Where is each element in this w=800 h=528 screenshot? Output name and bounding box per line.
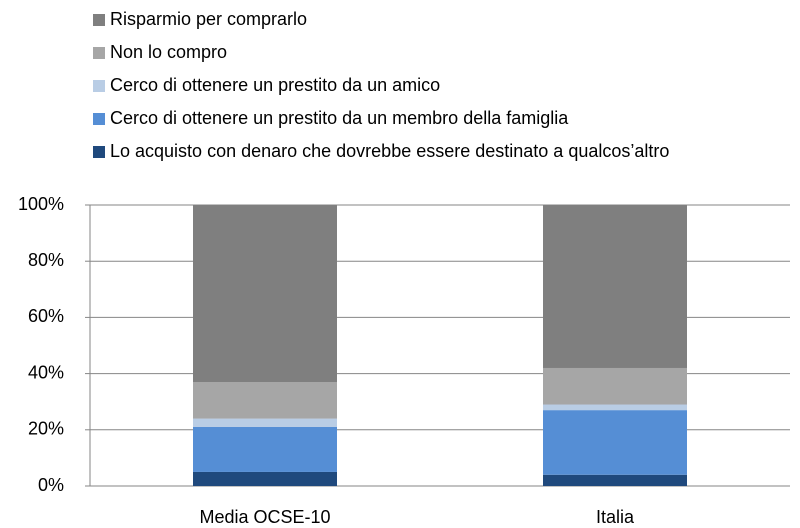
legend-swatch xyxy=(93,113,105,125)
bar-segment xyxy=(193,471,337,486)
legend-swatch xyxy=(93,14,105,26)
bar-segment xyxy=(543,205,687,368)
legend-label: Lo acquisto con denaro che dovrebbe esse… xyxy=(110,141,669,161)
y-tick-label: 80% xyxy=(28,250,64,270)
legend-label: Non lo compro xyxy=(110,42,227,62)
x-tick-label: Italia xyxy=(596,507,635,527)
legend-label: Risparmio per comprarlo xyxy=(110,9,307,29)
legend-label: Cerco di ottenere un prestito da un amic… xyxy=(110,75,440,95)
bar-segment xyxy=(543,410,687,475)
legend-swatch xyxy=(93,146,105,158)
legend-label: Cerco di ottenere un prestito da un memb… xyxy=(110,108,569,128)
bar-segment xyxy=(543,474,687,486)
legend-swatch xyxy=(93,80,105,92)
y-tick-label: 100% xyxy=(18,194,64,214)
bar-segment xyxy=(193,418,337,427)
bar-segment xyxy=(193,426,337,472)
y-tick-label: 20% xyxy=(28,419,64,439)
y-tick-label: 60% xyxy=(28,306,64,326)
bar-segment xyxy=(543,367,687,405)
x-tick-label: Media OCSE-10 xyxy=(199,507,330,527)
legend-swatch xyxy=(93,47,105,59)
bar-segment xyxy=(193,205,337,383)
bar-segment xyxy=(193,382,337,419)
y-tick-label: 40% xyxy=(28,362,64,382)
y-tick-label: 0% xyxy=(38,475,64,495)
bar-segment xyxy=(543,404,687,411)
